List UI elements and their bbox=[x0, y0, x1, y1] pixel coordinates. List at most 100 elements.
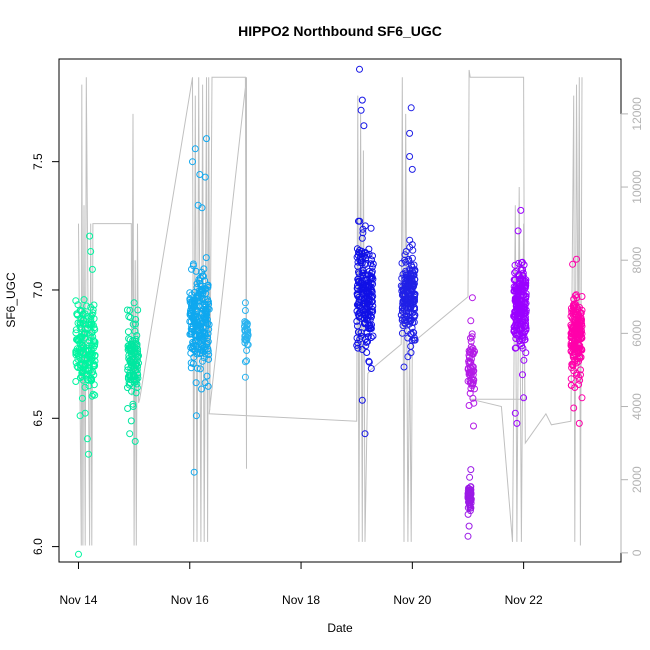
data-point bbox=[365, 245, 373, 253]
data-point bbox=[467, 489, 475, 497]
data-point bbox=[465, 354, 473, 361]
series-2 bbox=[186, 135, 213, 476]
data-point bbox=[243, 334, 251, 342]
data-point bbox=[404, 353, 412, 361]
data-point bbox=[128, 358, 136, 366]
data-point bbox=[513, 419, 521, 427]
data-point bbox=[127, 417, 135, 425]
data-point bbox=[369, 308, 377, 316]
data-point bbox=[518, 310, 526, 318]
data-point bbox=[573, 323, 581, 331]
data-point bbox=[365, 250, 373, 258]
data-point bbox=[131, 437, 139, 445]
data-point bbox=[194, 292, 202, 300]
data-point bbox=[411, 334, 418, 342]
data-point bbox=[468, 294, 476, 302]
data-point bbox=[198, 385, 205, 393]
data-point bbox=[406, 265, 414, 273]
data-point bbox=[570, 322, 578, 330]
data-point bbox=[87, 248, 95, 255]
data-point bbox=[520, 394, 528, 402]
data-point bbox=[411, 291, 419, 299]
data-point bbox=[79, 366, 87, 374]
data-point bbox=[575, 348, 583, 355]
data-point bbox=[129, 400, 137, 408]
data-point bbox=[369, 260, 377, 268]
data-point bbox=[467, 334, 474, 342]
series-3 bbox=[241, 299, 252, 381]
data-point bbox=[398, 259, 406, 267]
data-point bbox=[467, 317, 475, 325]
data-point bbox=[354, 282, 361, 289]
data-point bbox=[199, 272, 207, 280]
data-point bbox=[241, 373, 249, 381]
plot-frame bbox=[58, 58, 622, 563]
data-point bbox=[570, 304, 578, 312]
y-tick-label: 6.0 bbox=[31, 538, 45, 555]
data-point bbox=[133, 384, 141, 392]
y2-axis: 0 2000 4000 6000 8000 10000 12000 bbox=[620, 97, 644, 556]
data-point bbox=[401, 292, 409, 300]
data-point bbox=[190, 468, 198, 476]
data-point bbox=[200, 265, 208, 273]
data-point bbox=[190, 297, 198, 305]
data-point bbox=[204, 382, 212, 390]
data-point bbox=[468, 333, 476, 341]
data-point bbox=[407, 269, 415, 277]
data-point bbox=[467, 368, 475, 376]
data-point bbox=[243, 357, 251, 365]
data-point bbox=[199, 302, 207, 310]
data-point bbox=[569, 361, 577, 368]
data-point bbox=[81, 362, 89, 370]
data-point bbox=[573, 255, 580, 263]
data-point bbox=[126, 369, 134, 377]
data-point bbox=[515, 271, 523, 278]
data-point bbox=[192, 412, 200, 420]
chart-title: HIPPO2 Northbound SF6_UGC bbox=[238, 23, 442, 39]
data-point bbox=[367, 275, 375, 283]
data-point bbox=[243, 336, 251, 344]
data-point bbox=[75, 550, 82, 558]
data-point bbox=[81, 330, 89, 338]
y2-tick-label: 2000 bbox=[630, 466, 644, 493]
data-point bbox=[365, 267, 373, 275]
data-point bbox=[575, 419, 583, 427]
data-point bbox=[124, 342, 132, 350]
data-point bbox=[130, 299, 138, 307]
series-7 bbox=[464, 466, 475, 540]
y2-tick-label: 4000 bbox=[630, 393, 644, 420]
data-point bbox=[467, 338, 475, 345]
data-point bbox=[358, 96, 366, 104]
data-point bbox=[86, 232, 94, 240]
data-point bbox=[407, 349, 415, 357]
x-axis-label: Date bbox=[327, 621, 353, 635]
data-point bbox=[411, 295, 418, 303]
data-point bbox=[83, 302, 91, 310]
data-point bbox=[90, 301, 98, 309]
data-point bbox=[126, 430, 134, 438]
data-point bbox=[359, 266, 367, 274]
data-point bbox=[521, 282, 529, 290]
data-point bbox=[408, 165, 416, 173]
data-point bbox=[464, 510, 472, 518]
data-point bbox=[80, 317, 88, 325]
data-point bbox=[519, 292, 527, 300]
data-point bbox=[361, 311, 369, 319]
data-point bbox=[86, 375, 94, 383]
data-point bbox=[81, 334, 89, 342]
x-tick-label: Nov 18 bbox=[282, 593, 320, 607]
data-point bbox=[191, 145, 199, 153]
y2-tick-label: 8000 bbox=[630, 247, 644, 274]
data-point bbox=[365, 287, 373, 295]
data-point bbox=[79, 376, 87, 384]
data-point bbox=[464, 532, 472, 540]
data-point bbox=[88, 392, 96, 400]
data-point bbox=[360, 311, 368, 319]
data-point bbox=[85, 347, 93, 354]
data-point bbox=[78, 394, 86, 402]
data-point bbox=[406, 129, 414, 137]
data-point bbox=[572, 301, 580, 308]
data-point bbox=[465, 522, 473, 530]
data-point bbox=[241, 307, 249, 314]
data-point bbox=[403, 327, 411, 335]
